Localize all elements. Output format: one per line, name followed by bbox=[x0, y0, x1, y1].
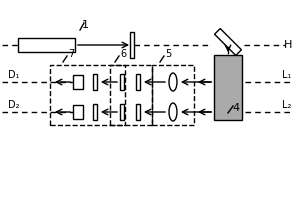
Bar bbox=[130, 32, 134, 58]
Bar bbox=[93, 104, 97, 120]
Bar bbox=[214, 55, 242, 120]
Ellipse shape bbox=[169, 103, 177, 121]
Bar bbox=[110, 65, 152, 125]
Text: 5: 5 bbox=[165, 49, 171, 59]
Bar bbox=[120, 74, 124, 90]
Bar bbox=[73, 105, 83, 119]
Text: L₁: L₁ bbox=[282, 70, 291, 80]
Text: D₁: D₁ bbox=[8, 70, 20, 80]
Text: H: H bbox=[284, 40, 292, 50]
Text: 4: 4 bbox=[232, 103, 239, 113]
Bar bbox=[136, 104, 140, 120]
Ellipse shape bbox=[169, 73, 177, 91]
Text: D₂: D₂ bbox=[8, 100, 20, 110]
Bar bbox=[18, 38, 75, 52]
Text: 7: 7 bbox=[68, 49, 74, 59]
Text: L₂: L₂ bbox=[282, 100, 291, 110]
Text: 1: 1 bbox=[82, 20, 88, 30]
Polygon shape bbox=[214, 29, 242, 55]
Bar bbox=[50, 65, 125, 125]
Bar bbox=[136, 74, 140, 90]
Bar bbox=[120, 104, 124, 120]
Bar bbox=[73, 75, 83, 89]
Bar bbox=[93, 74, 97, 90]
Text: 6: 6 bbox=[120, 49, 126, 59]
Bar bbox=[152, 65, 194, 125]
